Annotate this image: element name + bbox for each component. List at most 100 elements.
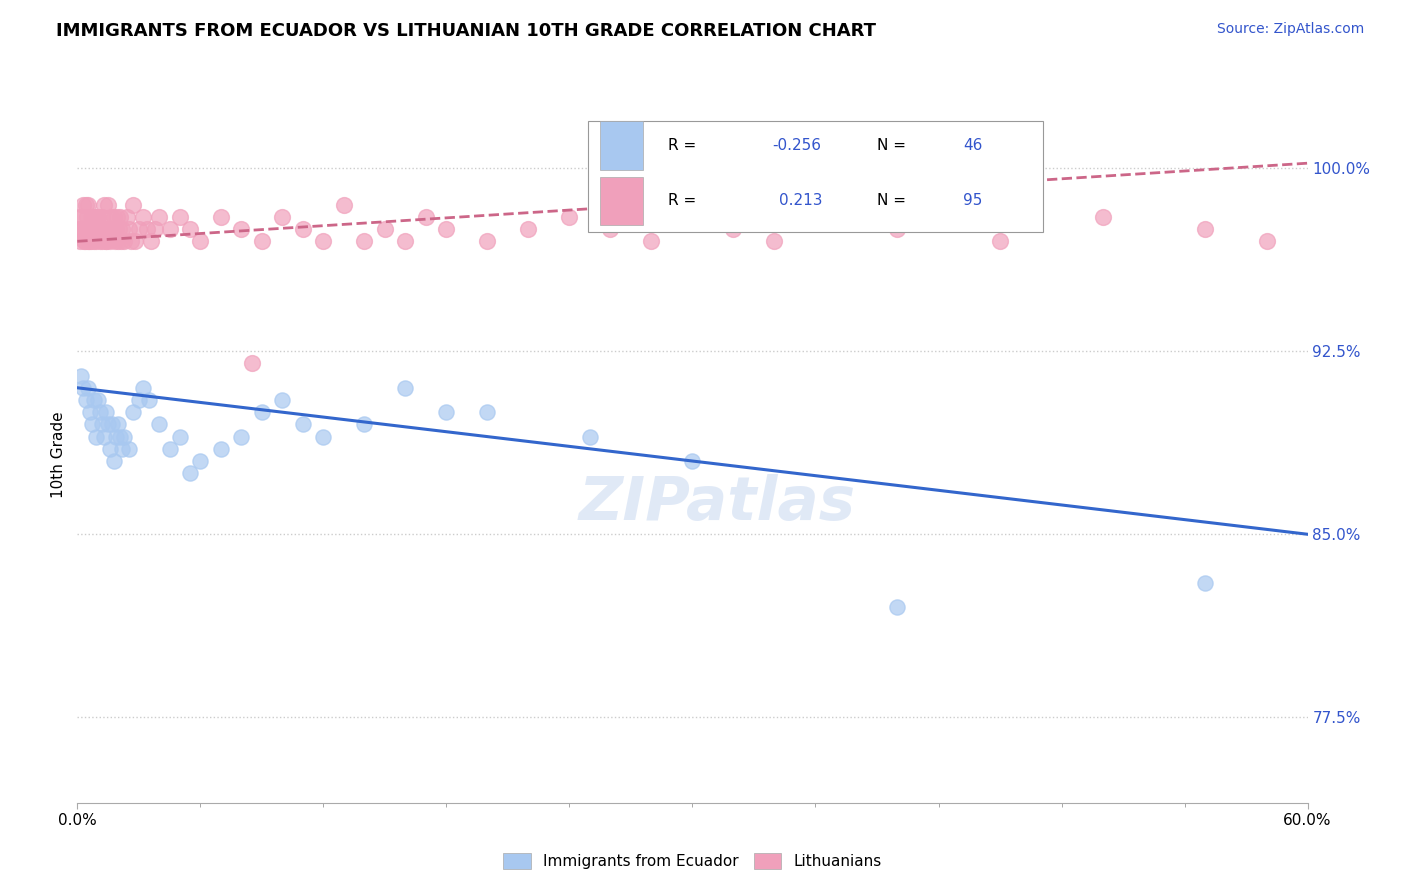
Bar (600, 121, 644, 169)
Point (394, 235, 416, 249)
Point (89, 222, 111, 236)
Point (124, 235, 146, 249)
Point (136, 222, 159, 236)
Point (117, 222, 139, 236)
Point (132, 381, 155, 395)
Text: R =: R = (668, 137, 696, 153)
Point (179, 467, 201, 481)
Point (682, 210, 704, 224)
Point (250, 235, 273, 249)
Point (179, 222, 201, 236)
Text: 0.213: 0.213 (779, 194, 823, 209)
Point (101, 222, 124, 236)
Point (83, 392, 105, 407)
Point (394, 381, 416, 395)
Point (312, 235, 335, 249)
Point (477, 405, 499, 419)
Point (128, 222, 150, 236)
Point (141, 235, 163, 249)
Point (87, 392, 110, 407)
Point (70, 368, 93, 383)
Point (80, 210, 103, 224)
Legend: Immigrants from Ecuador, Lithuanians: Immigrants from Ecuador, Lithuanians (498, 847, 887, 875)
Text: 46: 46 (963, 137, 983, 153)
Point (886, 600, 908, 615)
Point (93, 222, 115, 236)
Point (105, 222, 128, 236)
Point (83, 235, 105, 249)
Point (723, 222, 745, 236)
Point (77, 235, 100, 249)
Point (128, 392, 150, 407)
Point (271, 392, 294, 407)
Point (79, 235, 101, 249)
Point (86, 210, 108, 224)
Point (91, 235, 114, 249)
Point (103, 210, 125, 224)
Point (83, 222, 105, 236)
Point (70, 210, 93, 224)
Point (70, 222, 93, 236)
Point (209, 210, 232, 224)
FancyBboxPatch shape (588, 121, 1043, 232)
Point (69, 210, 91, 224)
Point (436, 222, 458, 236)
Point (111, 442, 134, 456)
Text: 95: 95 (963, 194, 983, 209)
Point (104, 235, 127, 249)
Point (94, 235, 117, 249)
Point (579, 429, 602, 443)
Point (77, 235, 100, 249)
Point (169, 429, 191, 443)
Text: IMMIGRANTS FROM ECUADOR VS LITHUANIAN 10TH GRADE CORRELATION CHART: IMMIGRANTS FROM ECUADOR VS LITHUANIAN 10… (56, 22, 876, 40)
Point (73, 235, 96, 249)
Point (148, 417, 170, 432)
Point (76, 210, 98, 224)
Point (115, 210, 138, 224)
Point (250, 405, 273, 419)
Point (231, 429, 253, 443)
Point (84, 222, 107, 236)
Point (75, 222, 97, 236)
Point (121, 197, 143, 211)
Point (82, 222, 104, 236)
Point (159, 442, 181, 456)
Point (72, 381, 94, 395)
Point (1256, 235, 1278, 249)
Point (271, 210, 294, 224)
Point (97, 197, 120, 211)
Point (169, 210, 191, 224)
Point (188, 454, 212, 468)
Point (84, 429, 107, 443)
Point (121, 405, 143, 419)
Point (79, 222, 101, 236)
Text: ZIPatlas: ZIPatlas (578, 475, 856, 533)
Point (101, 222, 124, 236)
Point (333, 197, 356, 211)
Point (353, 235, 375, 249)
Point (79, 222, 101, 236)
Point (76, 381, 98, 395)
Point (120, 235, 142, 249)
Point (114, 235, 136, 249)
Point (98, 442, 121, 456)
Point (101, 417, 124, 432)
Point (599, 222, 621, 236)
Point (1091, 210, 1114, 224)
Point (82, 210, 104, 224)
Point (84, 235, 107, 249)
Point (67, 222, 90, 236)
Point (374, 222, 396, 236)
Bar (600, 177, 644, 226)
Point (73, 235, 96, 249)
Point (93, 197, 115, 211)
Point (90, 210, 114, 224)
Point (87, 210, 110, 224)
Y-axis label: 10th Grade: 10th Grade (51, 411, 66, 499)
Point (90, 417, 114, 432)
Point (1194, 576, 1216, 591)
Text: R =: R = (668, 194, 696, 209)
Point (105, 429, 128, 443)
Point (148, 210, 170, 224)
Text: Source: ZipAtlas.com: Source: ZipAtlas.com (1216, 22, 1364, 37)
